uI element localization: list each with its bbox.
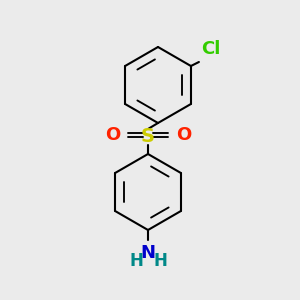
Text: Cl: Cl [201,40,220,58]
Text: O: O [176,126,191,144]
Text: H: H [153,252,167,270]
Text: H: H [129,252,143,270]
Text: N: N [140,244,155,262]
Text: O: O [105,126,120,144]
Text: S: S [141,128,155,146]
